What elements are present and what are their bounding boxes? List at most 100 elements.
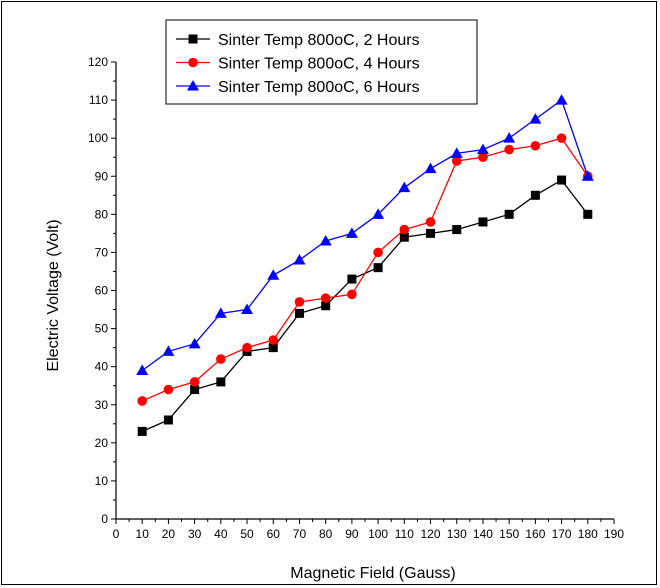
data-point xyxy=(476,143,489,155)
data-point xyxy=(294,297,305,307)
data-point xyxy=(478,152,488,163)
x-tick-label: 130 xyxy=(447,527,467,541)
data-point xyxy=(345,227,358,238)
y-tick-label: 90 xyxy=(95,169,109,183)
data-point xyxy=(347,289,357,300)
y-tick-label: 40 xyxy=(95,360,109,374)
data-point xyxy=(399,224,410,235)
data-point xyxy=(557,175,567,185)
data-point xyxy=(555,94,568,105)
data-point xyxy=(267,269,280,280)
data-point xyxy=(581,170,594,181)
data-point xyxy=(163,415,173,425)
x-tick-label: 0 xyxy=(113,527,120,541)
legend-label: Sinter Temp 800oC, 4 Hours xyxy=(218,56,420,73)
y-tick-label: 60 xyxy=(95,284,109,298)
data-point xyxy=(320,293,331,303)
data-point xyxy=(162,345,175,356)
x-tick-label: 80 xyxy=(319,527,333,541)
y-tick-label: 50 xyxy=(95,322,109,336)
data-point xyxy=(137,426,147,436)
y-axis-title: Electric Voltage (Volt) xyxy=(45,219,62,371)
y-tick-label: 0 xyxy=(101,512,108,526)
x-tick-label: 140 xyxy=(473,527,493,541)
x-tick-label: 30 xyxy=(188,527,202,541)
data-point xyxy=(450,147,463,158)
legend-item-1: Sinter Temp 800oC, 2 Hours xyxy=(176,32,420,49)
x-tick-label: 190 xyxy=(604,527,624,541)
data-point xyxy=(503,132,516,143)
data-point xyxy=(321,301,331,311)
data-point xyxy=(293,254,306,265)
legend-marker xyxy=(188,57,198,68)
data-point xyxy=(504,209,514,219)
series-2 xyxy=(137,133,593,406)
data-point xyxy=(583,209,593,219)
legend-item-3: Sinter Temp 800oC, 6 Hours xyxy=(176,79,420,96)
data-point xyxy=(190,385,200,395)
data-point xyxy=(268,335,279,345)
series-1 xyxy=(137,175,593,436)
data-point xyxy=(556,133,567,143)
x-tick-label: 60 xyxy=(267,527,281,541)
x-tick-label: 90 xyxy=(345,527,359,541)
x-tick-label: 110 xyxy=(395,527,414,541)
y-tick-label: 10 xyxy=(95,474,109,488)
legend-label: Sinter Temp 800oC, 2 Hours xyxy=(218,32,420,49)
y-tick-label: 20 xyxy=(95,436,109,450)
data-point xyxy=(373,247,383,258)
data-point xyxy=(347,274,357,284)
series-line xyxy=(141,137,589,402)
series-layer xyxy=(136,94,594,436)
data-point xyxy=(399,232,409,242)
legend-marker xyxy=(188,34,198,44)
data-point xyxy=(163,384,174,395)
legend-item-2: Sinter Temp 800oC, 4 Hours xyxy=(176,56,420,73)
data-point xyxy=(529,113,542,124)
data-point xyxy=(373,263,383,273)
x-tick-label: 70 xyxy=(293,527,307,541)
data-point xyxy=(242,342,252,353)
y-tick-label: 80 xyxy=(95,207,109,221)
legend-box xyxy=(165,19,478,105)
legend: Sinter Temp 800oC, 2 Hours Sinter Temp 80… xyxy=(165,19,478,105)
data-point xyxy=(268,343,278,353)
y-tick-label: 120 xyxy=(88,55,108,69)
data-point xyxy=(241,303,254,315)
x-tick-label: 180 xyxy=(578,527,598,541)
data-point xyxy=(189,377,200,387)
x-tick-label: 10 xyxy=(136,527,150,541)
data-point xyxy=(216,354,226,364)
x-tick-label: 160 xyxy=(525,527,545,541)
data-point xyxy=(398,181,411,193)
x-tick-label: 40 xyxy=(214,527,228,541)
x-tick-label: 100 xyxy=(368,527,388,541)
x-tick-label: 50 xyxy=(240,527,254,541)
series-line xyxy=(141,99,589,372)
x-tick-label: 150 xyxy=(499,527,519,541)
x-axis-title: Magnetic Field (Gauss) xyxy=(290,565,455,582)
data-point xyxy=(319,234,332,246)
data-point xyxy=(214,307,227,318)
data-point xyxy=(530,190,540,200)
data-point xyxy=(216,377,226,387)
y-tick-label: 30 xyxy=(95,398,109,412)
data-point xyxy=(426,228,436,238)
y-tick-label: 110 xyxy=(89,93,108,107)
data-point xyxy=(425,217,436,227)
data-point xyxy=(136,364,149,375)
series-line xyxy=(141,179,589,433)
data-point xyxy=(188,337,201,349)
y-tick-label: 100 xyxy=(88,131,108,145)
data-point xyxy=(451,156,462,166)
x-tick-label: 170 xyxy=(552,527,572,541)
axes: 0 10 20 30 40 50 60 70 80 90 100 110 120 0 10 20 30 40 50 6… xyxy=(88,55,624,541)
data-point xyxy=(530,140,541,151)
legend-label: Sinter Temp 800oC, 6 Hours xyxy=(218,79,420,96)
series-3 xyxy=(136,94,594,375)
data-point xyxy=(452,225,462,235)
data-point xyxy=(478,217,488,227)
data-point xyxy=(424,162,437,174)
